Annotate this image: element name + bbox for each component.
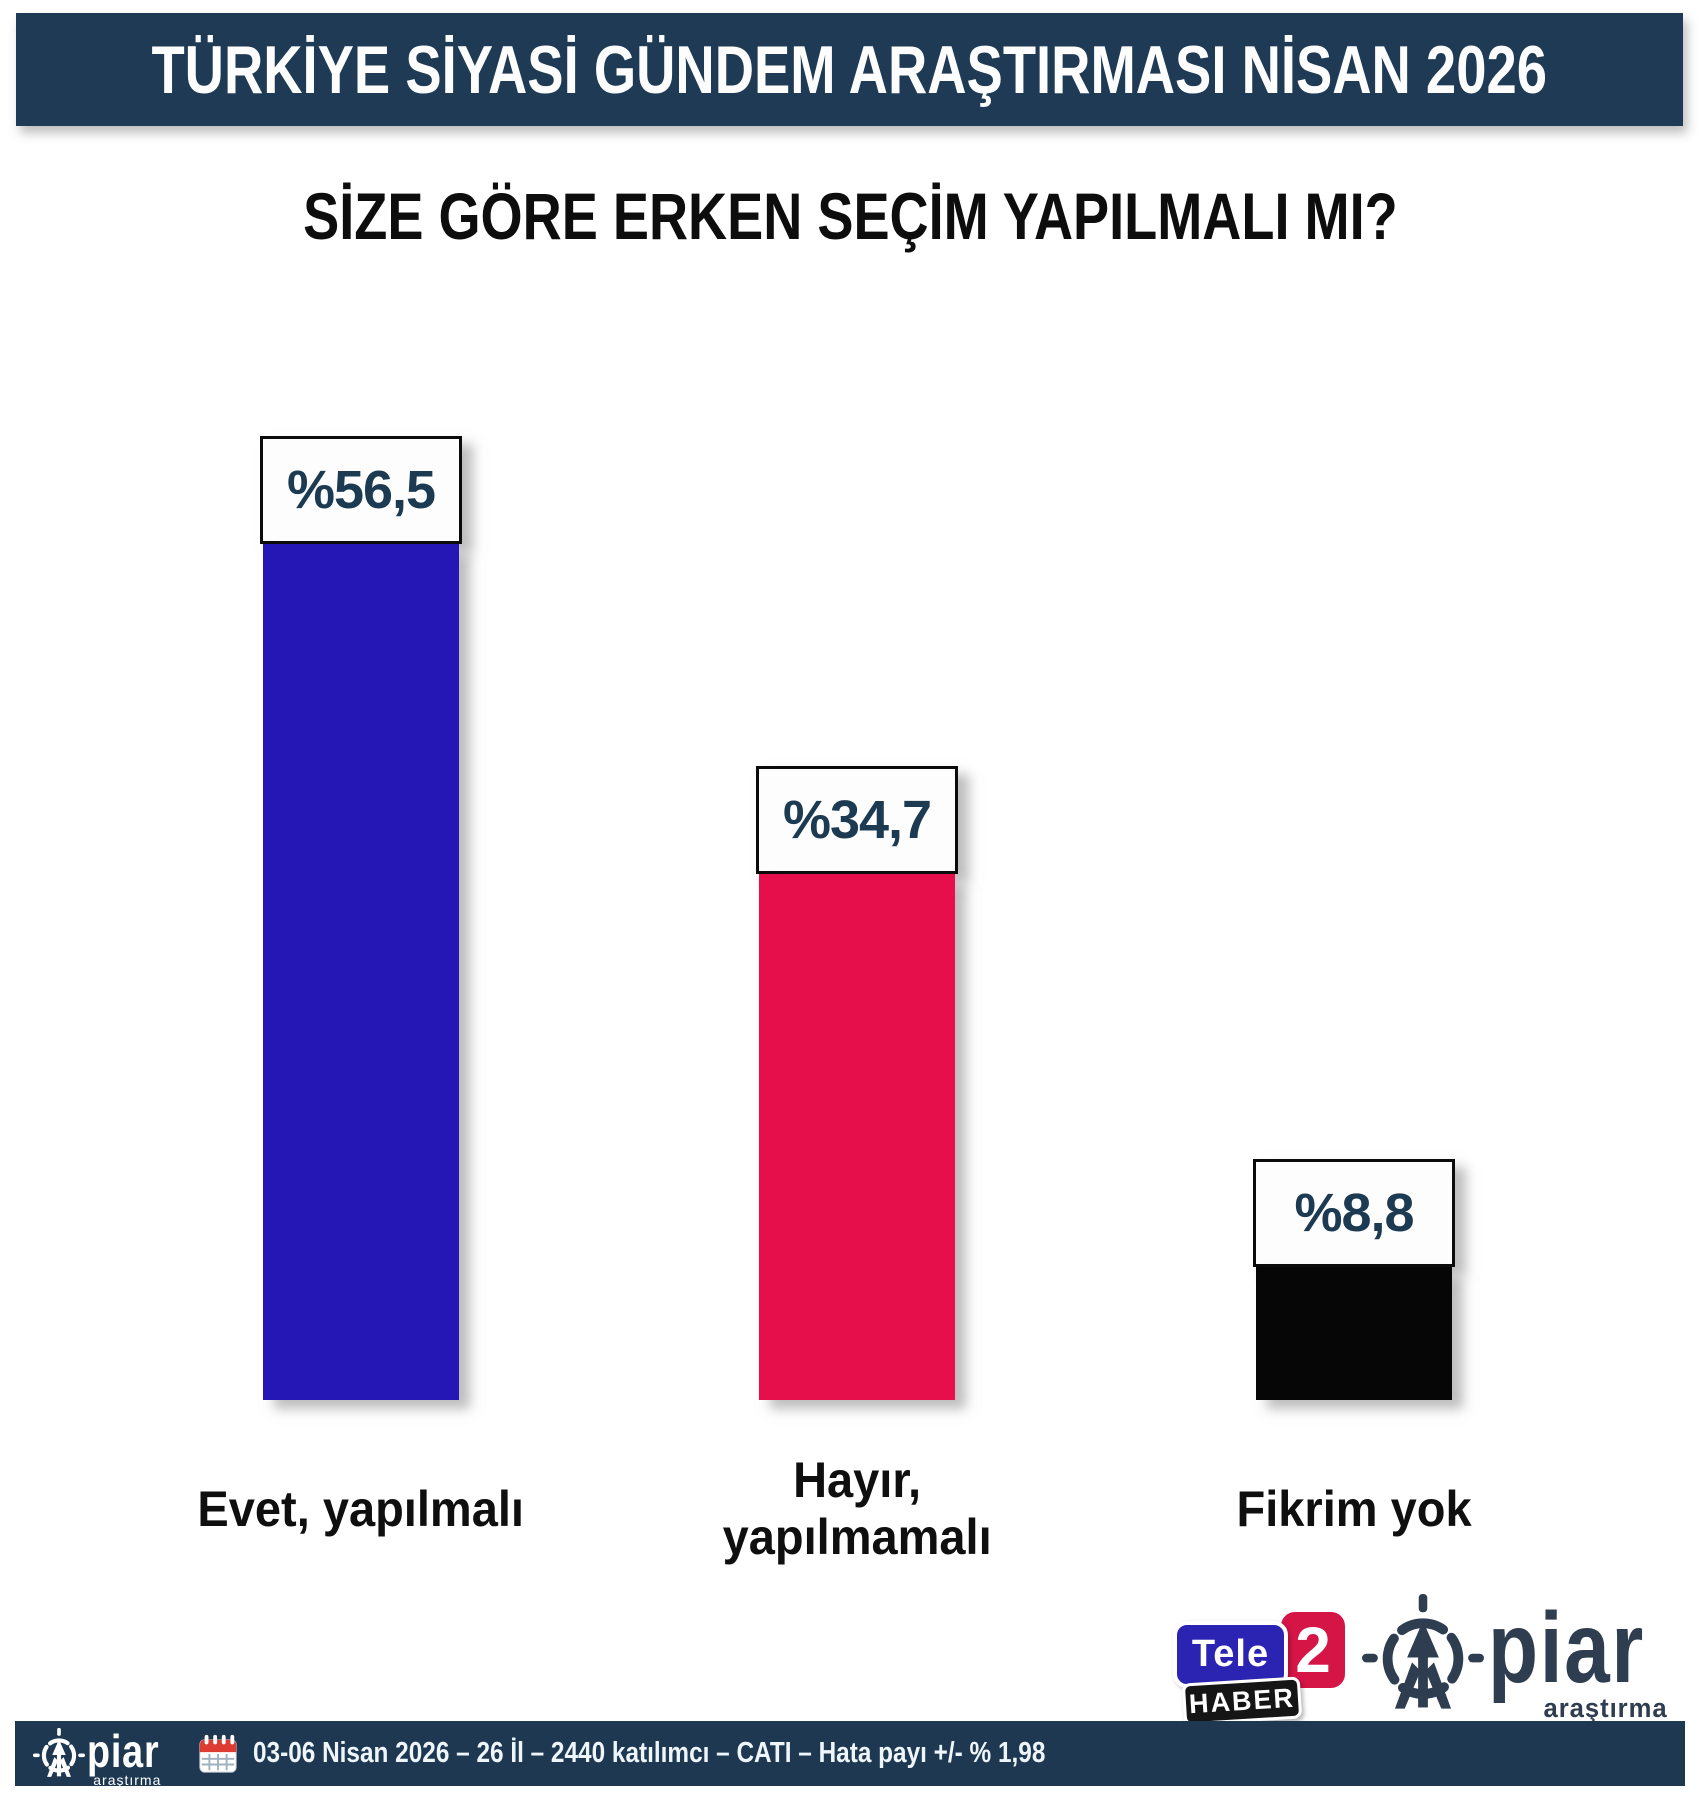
value-label-evet: %56,5 [286, 460, 436, 520]
piar-name-text: piar [1488, 1592, 1645, 1704]
bar-group-fikrim-yok: %8,8 [1253, 1159, 1455, 1400]
header-banner: TÜRKİYE SİYASİ GÜNDEM ARAŞTIRMASI NİSAN … [16, 13, 1683, 126]
bar-evet [263, 544, 459, 1400]
tele2-haber-logo: 2 Tele HABER [1165, 1600, 1365, 1726]
footer-piar-sub-text: araştırma [93, 1771, 162, 1788]
calendar-icon [197, 1733, 239, 1775]
footer-piar-wordmark: piar araştırma [87, 1724, 175, 1788]
bar-group-hayir: %34,7 [756, 766, 958, 1400]
piar-compass-icon [1362, 1594, 1484, 1716]
value-label-hayir: %34,7 [782, 790, 932, 850]
category-label-fikrim-yok: Fikrim yok [1134, 1448, 1574, 1570]
question-title: SİZE GÖRE ERKEN SEÇİM YAPILMALI MI? [0, 178, 1700, 254]
tele2-tele-text: Tele [1191, 1633, 1270, 1675]
piar-wordmark: piar araştırma [1488, 1592, 1679, 1723]
footer-piar-name-text: piar [87, 1724, 160, 1777]
category-label-fikrim-yok-line1: Fikrim yok [1236, 1480, 1472, 1537]
footer-info-text: 03-06 Nisan 2026 – 26 İl – 2440 katılımc… [253, 1737, 1046, 1769]
value-label-fikrim-yok: %8,8 [1294, 1183, 1414, 1243]
footer-piar-logo: piar araştırma [33, 1724, 175, 1788]
footer-bar: piar araştırma 03-06 Nisan 2026 – 26 İl … [15, 1721, 1685, 1788]
piar-logo: piar araştırma [1362, 1592, 1679, 1723]
value-label-box-evet: %56,5 [260, 436, 462, 544]
bar-group-evet: %56,5 [260, 436, 462, 1400]
tele2-haber-text: HABER [1188, 1682, 1296, 1719]
tele2-blue-badge: Tele [1173, 1621, 1288, 1688]
tele2-two-text: 2 [1295, 1614, 1331, 1686]
category-label-hayir-line1: Hayır, [792, 1452, 922, 1508]
tele2-haber-badge: HABER [1181, 1676, 1303, 1726]
category-label-hayir-line2: yapılmamalı [722, 1509, 992, 1565]
piar-sub-text: araştırma [1543, 1693, 1668, 1723]
category-label-evet-line1: Evet, yapılmalı [197, 1480, 525, 1537]
bar-fikrim-yok [1256, 1267, 1452, 1400]
value-label-box-fikrim-yok: %8,8 [1253, 1159, 1455, 1267]
tele2-red-badge: 2 [1277, 1608, 1349, 1692]
question-title-text: SİZE GÖRE ERKEN SEÇİM YAPILMALI MI? [302, 179, 1398, 253]
value-label-box-hayir: %34,7 [756, 766, 958, 874]
category-label-evet: Evet, yapılmalı [141, 1448, 581, 1570]
category-label-hayir: Hayır, yapılmamalı [637, 1448, 1077, 1570]
footer-piar-compass-icon [33, 1728, 85, 1780]
bar-hayir [759, 874, 955, 1400]
header-title: TÜRKİYE SİYASİ GÜNDEM ARAŞTIRMASI NİSAN … [151, 31, 1548, 108]
